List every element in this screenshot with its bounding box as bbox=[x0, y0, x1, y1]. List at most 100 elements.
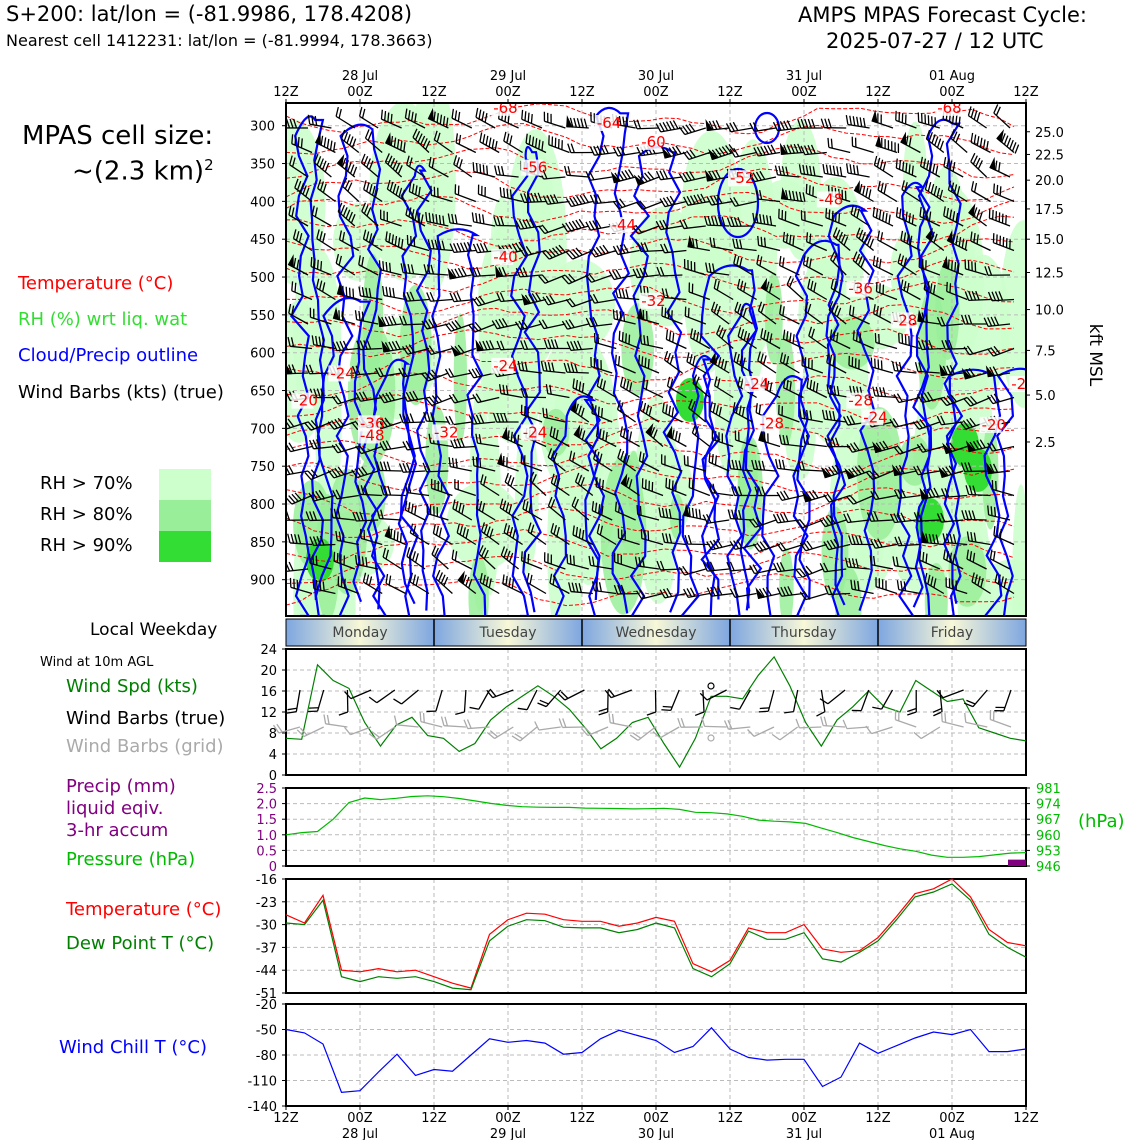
wind-barb-feather bbox=[409, 291, 415, 301]
wind-barb-staff bbox=[278, 726, 301, 734]
wind-barb-feather bbox=[801, 460, 805, 471]
wind-barb-feather bbox=[423, 264, 428, 274]
wind-barb-feather bbox=[457, 111, 461, 122]
wind-barb-feather bbox=[291, 157, 296, 167]
wind-barb-feather bbox=[807, 303, 812, 314]
wind-barb-feather bbox=[968, 291, 973, 301]
wind-barb-feather bbox=[499, 292, 505, 302]
wind-barb-feather bbox=[682, 151, 690, 160]
wind-barb-feather bbox=[459, 242, 465, 252]
wind-barb bbox=[779, 352, 800, 374]
wind-barb-feather bbox=[409, 391, 415, 401]
wind-barb-feather bbox=[489, 688, 497, 697]
wind-barb-feather bbox=[933, 487, 939, 497]
wind-barb-feather bbox=[702, 562, 708, 572]
wind-barb-feather bbox=[682, 172, 689, 182]
wind-barb-feather bbox=[538, 139, 541, 150]
wind-barb-feather bbox=[480, 474, 484, 484]
wind-barb-feather bbox=[936, 138, 942, 148]
wind-barb-feather bbox=[889, 418, 896, 428]
wind-barb-feather bbox=[823, 541, 830, 550]
wind-barb bbox=[538, 274, 566, 284]
wind-barb-feather bbox=[832, 411, 836, 421]
wind-barb-feather bbox=[685, 171, 692, 181]
wind-barb-staff bbox=[529, 480, 547, 496]
wind-barb-feather bbox=[594, 502, 598, 513]
wind-barb-feather bbox=[578, 218, 585, 228]
wind-barb-feather bbox=[402, 413, 408, 423]
temp-contour-label: -20 bbox=[293, 392, 318, 410]
wind-barb-feather bbox=[641, 557, 645, 568]
wind-barb bbox=[985, 365, 1011, 378]
wind-barb-feather bbox=[975, 209, 981, 219]
wind-barb-feather bbox=[665, 404, 668, 414]
wind-barb-feather bbox=[668, 533, 673, 544]
temp-contour-label: -20 bbox=[1011, 375, 1035, 393]
wind-barb-feather bbox=[911, 214, 915, 225]
wind-barb-feather bbox=[408, 483, 412, 494]
wind-barb-feather bbox=[685, 124, 693, 133]
wind-barb-staff bbox=[593, 458, 613, 472]
wind-barb-staff bbox=[590, 564, 613, 570]
wind-barb-feather bbox=[538, 225, 546, 234]
wind-barb-feather bbox=[335, 341, 341, 351]
wind-barb bbox=[661, 288, 687, 301]
wind-barb-feather bbox=[528, 293, 535, 303]
wind-barb-staff bbox=[463, 689, 467, 712]
wind-barb-feather bbox=[577, 340, 582, 350]
wind-barb bbox=[776, 490, 804, 501]
wind-barb bbox=[610, 169, 636, 184]
wind-barb bbox=[870, 538, 898, 549]
wind-barb-feather bbox=[668, 479, 671, 489]
wind-barb bbox=[900, 131, 921, 154]
wind-barb bbox=[913, 465, 940, 476]
wind-barb-staff bbox=[804, 310, 824, 325]
wind-barb-feather bbox=[572, 248, 580, 257]
wind-barb-feather bbox=[921, 259, 924, 269]
wind-barb-staff bbox=[591, 412, 613, 423]
wind-barb bbox=[451, 549, 473, 570]
wind-barb-feather bbox=[994, 710, 1004, 712]
wind-barb-feather bbox=[597, 406, 600, 417]
wind-barb-staff bbox=[707, 568, 730, 572]
wind-barb-feather bbox=[851, 357, 854, 367]
wind-barb-feather bbox=[389, 157, 396, 168]
wind-barb-feather bbox=[329, 140, 333, 151]
wind-barb-feather bbox=[383, 210, 385, 221]
wind-barb-feather bbox=[461, 504, 465, 515]
wind-barb-feather bbox=[410, 235, 412, 246]
wind-barb-staff bbox=[286, 470, 309, 476]
wind-barb-feather bbox=[411, 209, 415, 219]
wind-barb-feather bbox=[734, 486, 739, 496]
wind-barb-feather bbox=[663, 350, 669, 361]
wind-barb-feather bbox=[575, 219, 582, 229]
wind-barb bbox=[819, 515, 847, 528]
wind-barb-feather bbox=[455, 501, 459, 511]
wind-barb-feather bbox=[655, 220, 662, 230]
wind-barb-feather bbox=[625, 117, 629, 127]
wind-barb-feather bbox=[485, 340, 491, 350]
wind-barb-feather bbox=[406, 413, 411, 423]
wind-barb-feather bbox=[581, 529, 585, 540]
height-tick-label: 5.0 bbox=[1035, 389, 1056, 404]
pressure-tick-label: 400 bbox=[250, 195, 275, 210]
wind-barb-feather bbox=[855, 227, 861, 237]
wind-barb-staff bbox=[922, 396, 944, 404]
y-tick-label: 981 bbox=[1036, 782, 1061, 797]
wind-barb-feather bbox=[468, 415, 474, 425]
wind-barb bbox=[757, 301, 777, 325]
wind-barb-feather bbox=[428, 396, 436, 405]
wind-barb-staff bbox=[1003, 689, 1012, 712]
wind-barb-feather bbox=[661, 532, 666, 543]
wind-barb-feather bbox=[807, 145, 813, 155]
wind-barb-feather bbox=[828, 466, 835, 476]
wind-barb-feather bbox=[973, 532, 977, 543]
wind-barb-feather bbox=[598, 428, 602, 439]
wind-barb bbox=[805, 232, 828, 252]
wind-barb-staff bbox=[805, 592, 827, 601]
wind-barb-staff bbox=[688, 200, 710, 206]
wind-barb bbox=[703, 215, 730, 227]
wind-barb bbox=[638, 451, 660, 472]
wind-barb-staff bbox=[477, 442, 500, 448]
wind-barb-feather bbox=[756, 146, 763, 156]
